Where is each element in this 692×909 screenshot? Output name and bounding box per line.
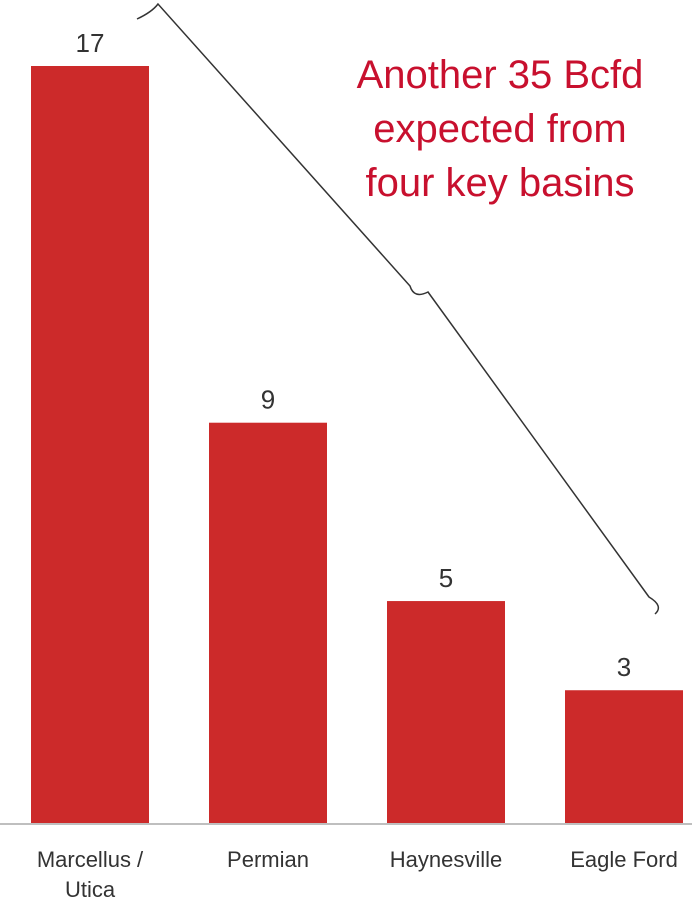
category-label-1: Permian (227, 847, 309, 872)
bar-0 (31, 66, 149, 824)
value-label-2: 5 (439, 563, 453, 593)
annotation-text: Another 35 Bcfd expected from four key bas… (357, 53, 644, 205)
value-label-0: 17 (76, 28, 105, 58)
brace-bracket (136, 2, 660, 615)
bars-group: 17 Marcellus / Utica 9 Permian 5 Haynesville 3 E… (31, 28, 683, 902)
category-label-2: Haynesville (390, 847, 503, 872)
category-label-0: Marcellus / Utica (37, 847, 144, 902)
bar-3 (565, 690, 683, 824)
bar-1 (209, 422, 327, 824)
value-label-3: 3 (617, 652, 631, 682)
category-label-3: Eagle Ford (570, 847, 678, 872)
value-label-1: 9 (261, 385, 275, 415)
bar-2 (387, 601, 505, 824)
